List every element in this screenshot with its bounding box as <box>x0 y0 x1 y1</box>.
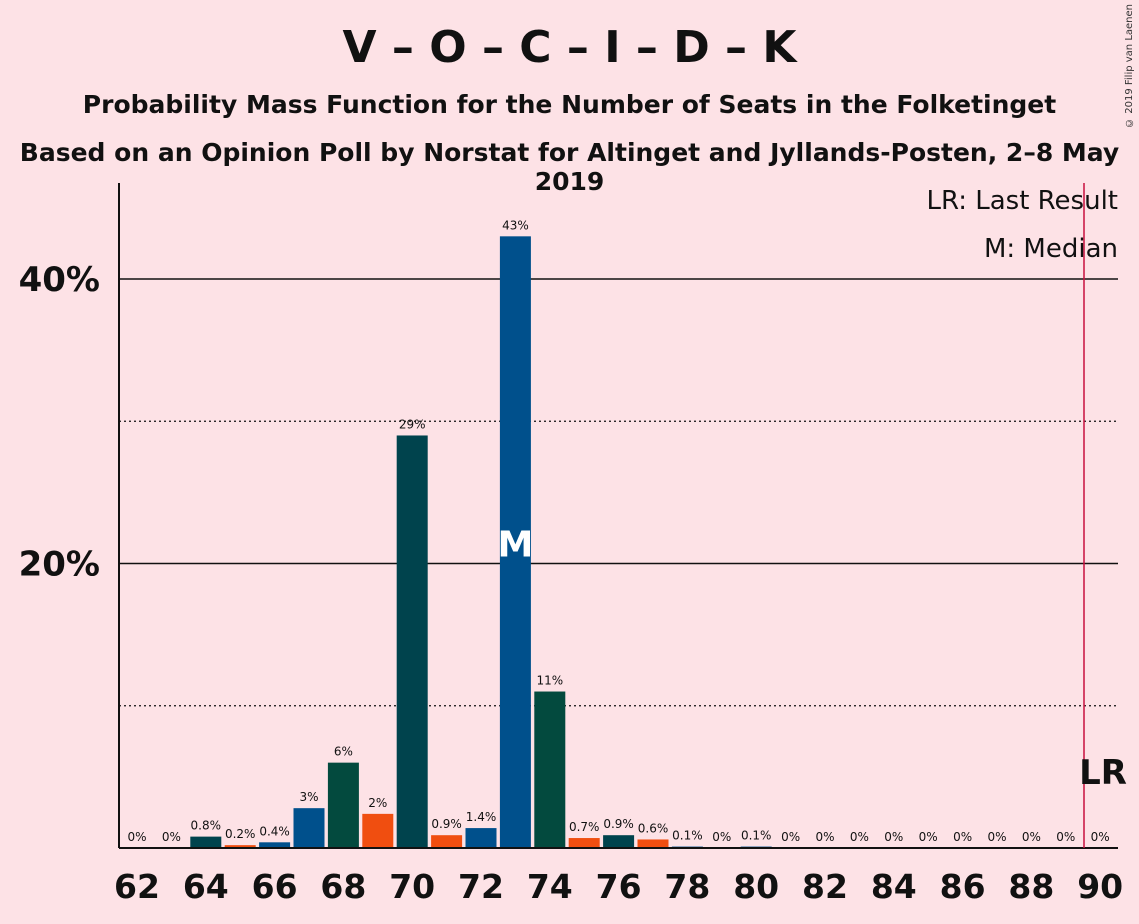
bar-label-68: 6% <box>334 745 353 759</box>
bar-label-62: 0% <box>127 830 146 844</box>
bar-64 <box>190 836 222 848</box>
x-tick-label-70: 70 <box>389 867 435 906</box>
bar-77 <box>637 839 669 848</box>
bar-label-74: 11% <box>536 674 563 688</box>
y-tick-label-40: 40% <box>19 260 100 300</box>
bar-label-88: 0% <box>1022 830 1041 844</box>
chart-subtitle-source: Based on an Opinion Poll by Norstat for … <box>19 138 1120 196</box>
bar-70 <box>396 435 428 848</box>
bar-label-86: 0% <box>953 830 972 844</box>
y-tick-label-20: 20% <box>19 545 100 585</box>
bar-label-76: 0.9% <box>603 817 634 831</box>
x-tick-label-76: 76 <box>596 867 642 906</box>
bar-label-90: 0% <box>1091 830 1110 844</box>
x-tick-label-64: 64 <box>183 867 229 906</box>
bar-label-69: 2% <box>368 796 387 810</box>
bar-label-77: 0.6% <box>638 821 669 835</box>
bar-73 <box>499 236 531 848</box>
bar-label-66: 0.4% <box>259 824 290 838</box>
bar-label-72: 1.4% <box>466 810 497 824</box>
x-tick-label-68: 68 <box>320 867 366 906</box>
bar-label-75: 0.7% <box>569 820 600 834</box>
x-tick-label-86: 86 <box>940 867 986 906</box>
bar-label-84: 0% <box>884 830 903 844</box>
bar-65 <box>224 845 256 848</box>
legend-median: M: Median <box>984 234 1118 264</box>
bar-72 <box>465 828 497 848</box>
bar-label-71: 0.9% <box>431 817 462 831</box>
legend-last-result: LR: Last Result <box>926 186 1118 216</box>
chart-title: V – O – C – I – D – K <box>342 22 797 73</box>
bar-label-73: 43% <box>502 218 529 232</box>
bar-label-81: 0% <box>781 830 800 844</box>
x-tick-label-72: 72 <box>458 867 504 906</box>
bar-76 <box>603 835 635 848</box>
x-tick-label-78: 78 <box>664 867 710 906</box>
bar-label-89: 0% <box>1056 830 1075 844</box>
bar-label-67: 3% <box>299 790 318 804</box>
bar-label-87: 0% <box>987 830 1006 844</box>
x-tick-label-88: 88 <box>1008 867 1054 906</box>
x-tick-label-80: 80 <box>733 867 779 906</box>
bar-68 <box>327 762 359 848</box>
x-tick-label-62: 62 <box>114 867 160 906</box>
bar-label-78: 0.1% <box>672 829 703 843</box>
bar-label-82: 0% <box>815 830 834 844</box>
bar-label-85: 0% <box>919 830 938 844</box>
bar-74 <box>534 691 566 848</box>
bar-label-79: 0% <box>712 830 731 844</box>
bar-67 <box>293 808 325 848</box>
bar-66 <box>259 842 291 848</box>
bar-label-65: 0.2% <box>225 827 256 841</box>
x-tick-label-66: 66 <box>252 867 298 906</box>
x-tick-label-84: 84 <box>871 867 917 906</box>
bar-label-63: 0% <box>162 830 181 844</box>
bar-label-83: 0% <box>850 830 869 844</box>
x-tick-label-90: 90 <box>1077 867 1123 906</box>
x-tick-label-82: 82 <box>802 867 848 906</box>
bar-75 <box>568 838 600 848</box>
chart-subtitle: Probability Mass Function for the Number… <box>82 90 1057 119</box>
bar-label-80: 0.1% <box>741 829 772 843</box>
bar-label-64: 0.8% <box>191 819 222 833</box>
last-result-marker: LR <box>1079 753 1127 793</box>
median-marker: M <box>497 524 533 565</box>
bar-71 <box>431 835 463 848</box>
bar-69 <box>362 813 394 848</box>
bar-label-70: 29% <box>399 417 426 431</box>
x-tick-label-74: 74 <box>527 867 573 906</box>
